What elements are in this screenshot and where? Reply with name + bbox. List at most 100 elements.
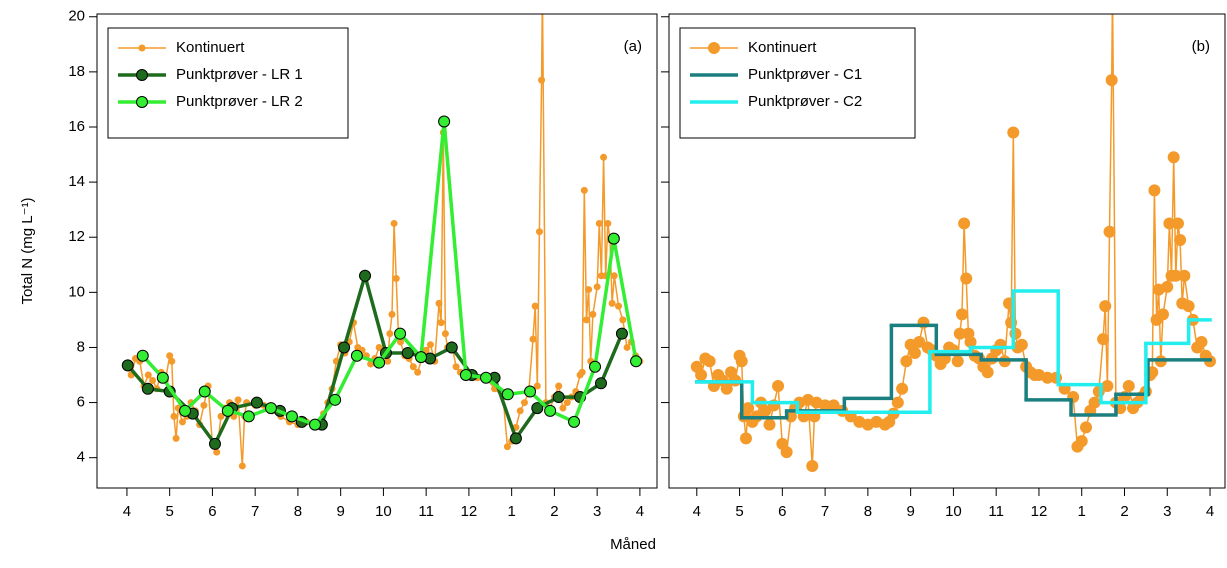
legend-label: Kontinuert [176,39,245,56]
data-point [414,368,422,376]
data-point [568,415,581,428]
data-point [615,327,628,340]
x-tick-label: 4 [1206,503,1214,520]
data-point [1101,380,1114,393]
data-point [198,385,211,398]
x-tick-label: 7 [251,503,259,520]
x-tick-label: 10 [945,503,962,520]
x-tick-label: 8 [294,503,302,520]
data-point [703,355,716,368]
plot-frame [96,13,658,489]
data-point [1097,333,1110,346]
data-point [516,407,524,415]
data-point [445,341,458,354]
data-point [1178,269,1191,282]
data-point [338,341,351,354]
data-point [1163,217,1176,230]
data-point [544,404,557,417]
data-point [819,399,832,412]
y-tick-label: 12 [68,228,85,245]
x-axis-label: Måned [610,536,656,553]
data-point [392,275,400,283]
data-point [409,363,417,371]
data-point [388,310,396,318]
data-point [958,217,971,230]
y-tick-label: 6 [77,394,85,411]
x-tick-label: 4 [636,503,644,520]
data-point [552,391,565,404]
data-point [459,369,472,382]
x-tick-label: 9 [336,503,344,520]
data-point [580,186,588,194]
data-point [242,410,255,423]
data-point [217,412,225,420]
plot-frame [668,13,1226,489]
data-point [913,335,926,348]
data-point [397,338,405,346]
data-point [563,399,571,407]
legend-label: Punktprøver - LR 2 [176,93,303,110]
data-point [742,402,755,415]
data-point [953,327,966,340]
data-point [178,418,186,426]
data-point [509,432,522,445]
data-point [1195,335,1208,348]
data-point [529,335,537,343]
y-tick-label: 18 [68,63,85,80]
data-point [520,399,528,407]
y-axis-label: Total N (mg L⁻¹) [19,197,36,304]
data-point [309,418,322,431]
data-point [1122,380,1135,393]
data-point [531,402,544,415]
data-point [438,115,451,128]
data-point [149,377,157,385]
data-point [695,369,708,382]
data-point [221,404,234,417]
data-point [136,349,149,362]
data-point [401,346,414,359]
data-point [386,330,394,338]
x-tick-label: 11 [418,503,434,520]
data-point [1103,225,1116,238]
legend-label: Punktprøver - LR 1 [176,66,303,83]
data-point [172,434,180,442]
data-point [951,355,964,368]
data-point [593,283,601,291]
data-point [503,443,511,451]
data-point [1174,233,1187,246]
data-point [329,393,342,406]
data-point [1075,435,1088,448]
data-point [1169,269,1182,282]
data-point [1015,338,1028,351]
data-point [435,299,443,307]
data-point [1007,126,1020,139]
data-point [827,399,840,412]
data-point [121,359,134,372]
legend-marker [136,69,148,81]
x-tick-label: 1 [1078,503,1086,520]
data-point [1171,217,1184,230]
data-point [156,371,169,384]
data-point [390,219,398,227]
data-point [1009,327,1022,340]
x-tick-label: 12 [461,503,478,520]
data-point [441,330,449,338]
data-point [422,346,430,354]
data-point [480,371,493,384]
data-point [250,396,263,409]
data-point [1148,184,1161,197]
legend: Kontinuert Punktprøver - LR 1 Punktprøver … [107,27,349,139]
data-point [359,269,372,282]
data-point [426,341,434,349]
data-point [608,299,616,307]
data-point [981,366,994,379]
y-tick-label: 16 [68,118,85,135]
data-point [891,396,904,409]
data-point [437,319,445,327]
data-point [213,448,221,456]
data-point [373,356,386,369]
data-point [524,385,537,398]
data-point [285,410,298,423]
y-tick-label: 20 [68,8,85,25]
